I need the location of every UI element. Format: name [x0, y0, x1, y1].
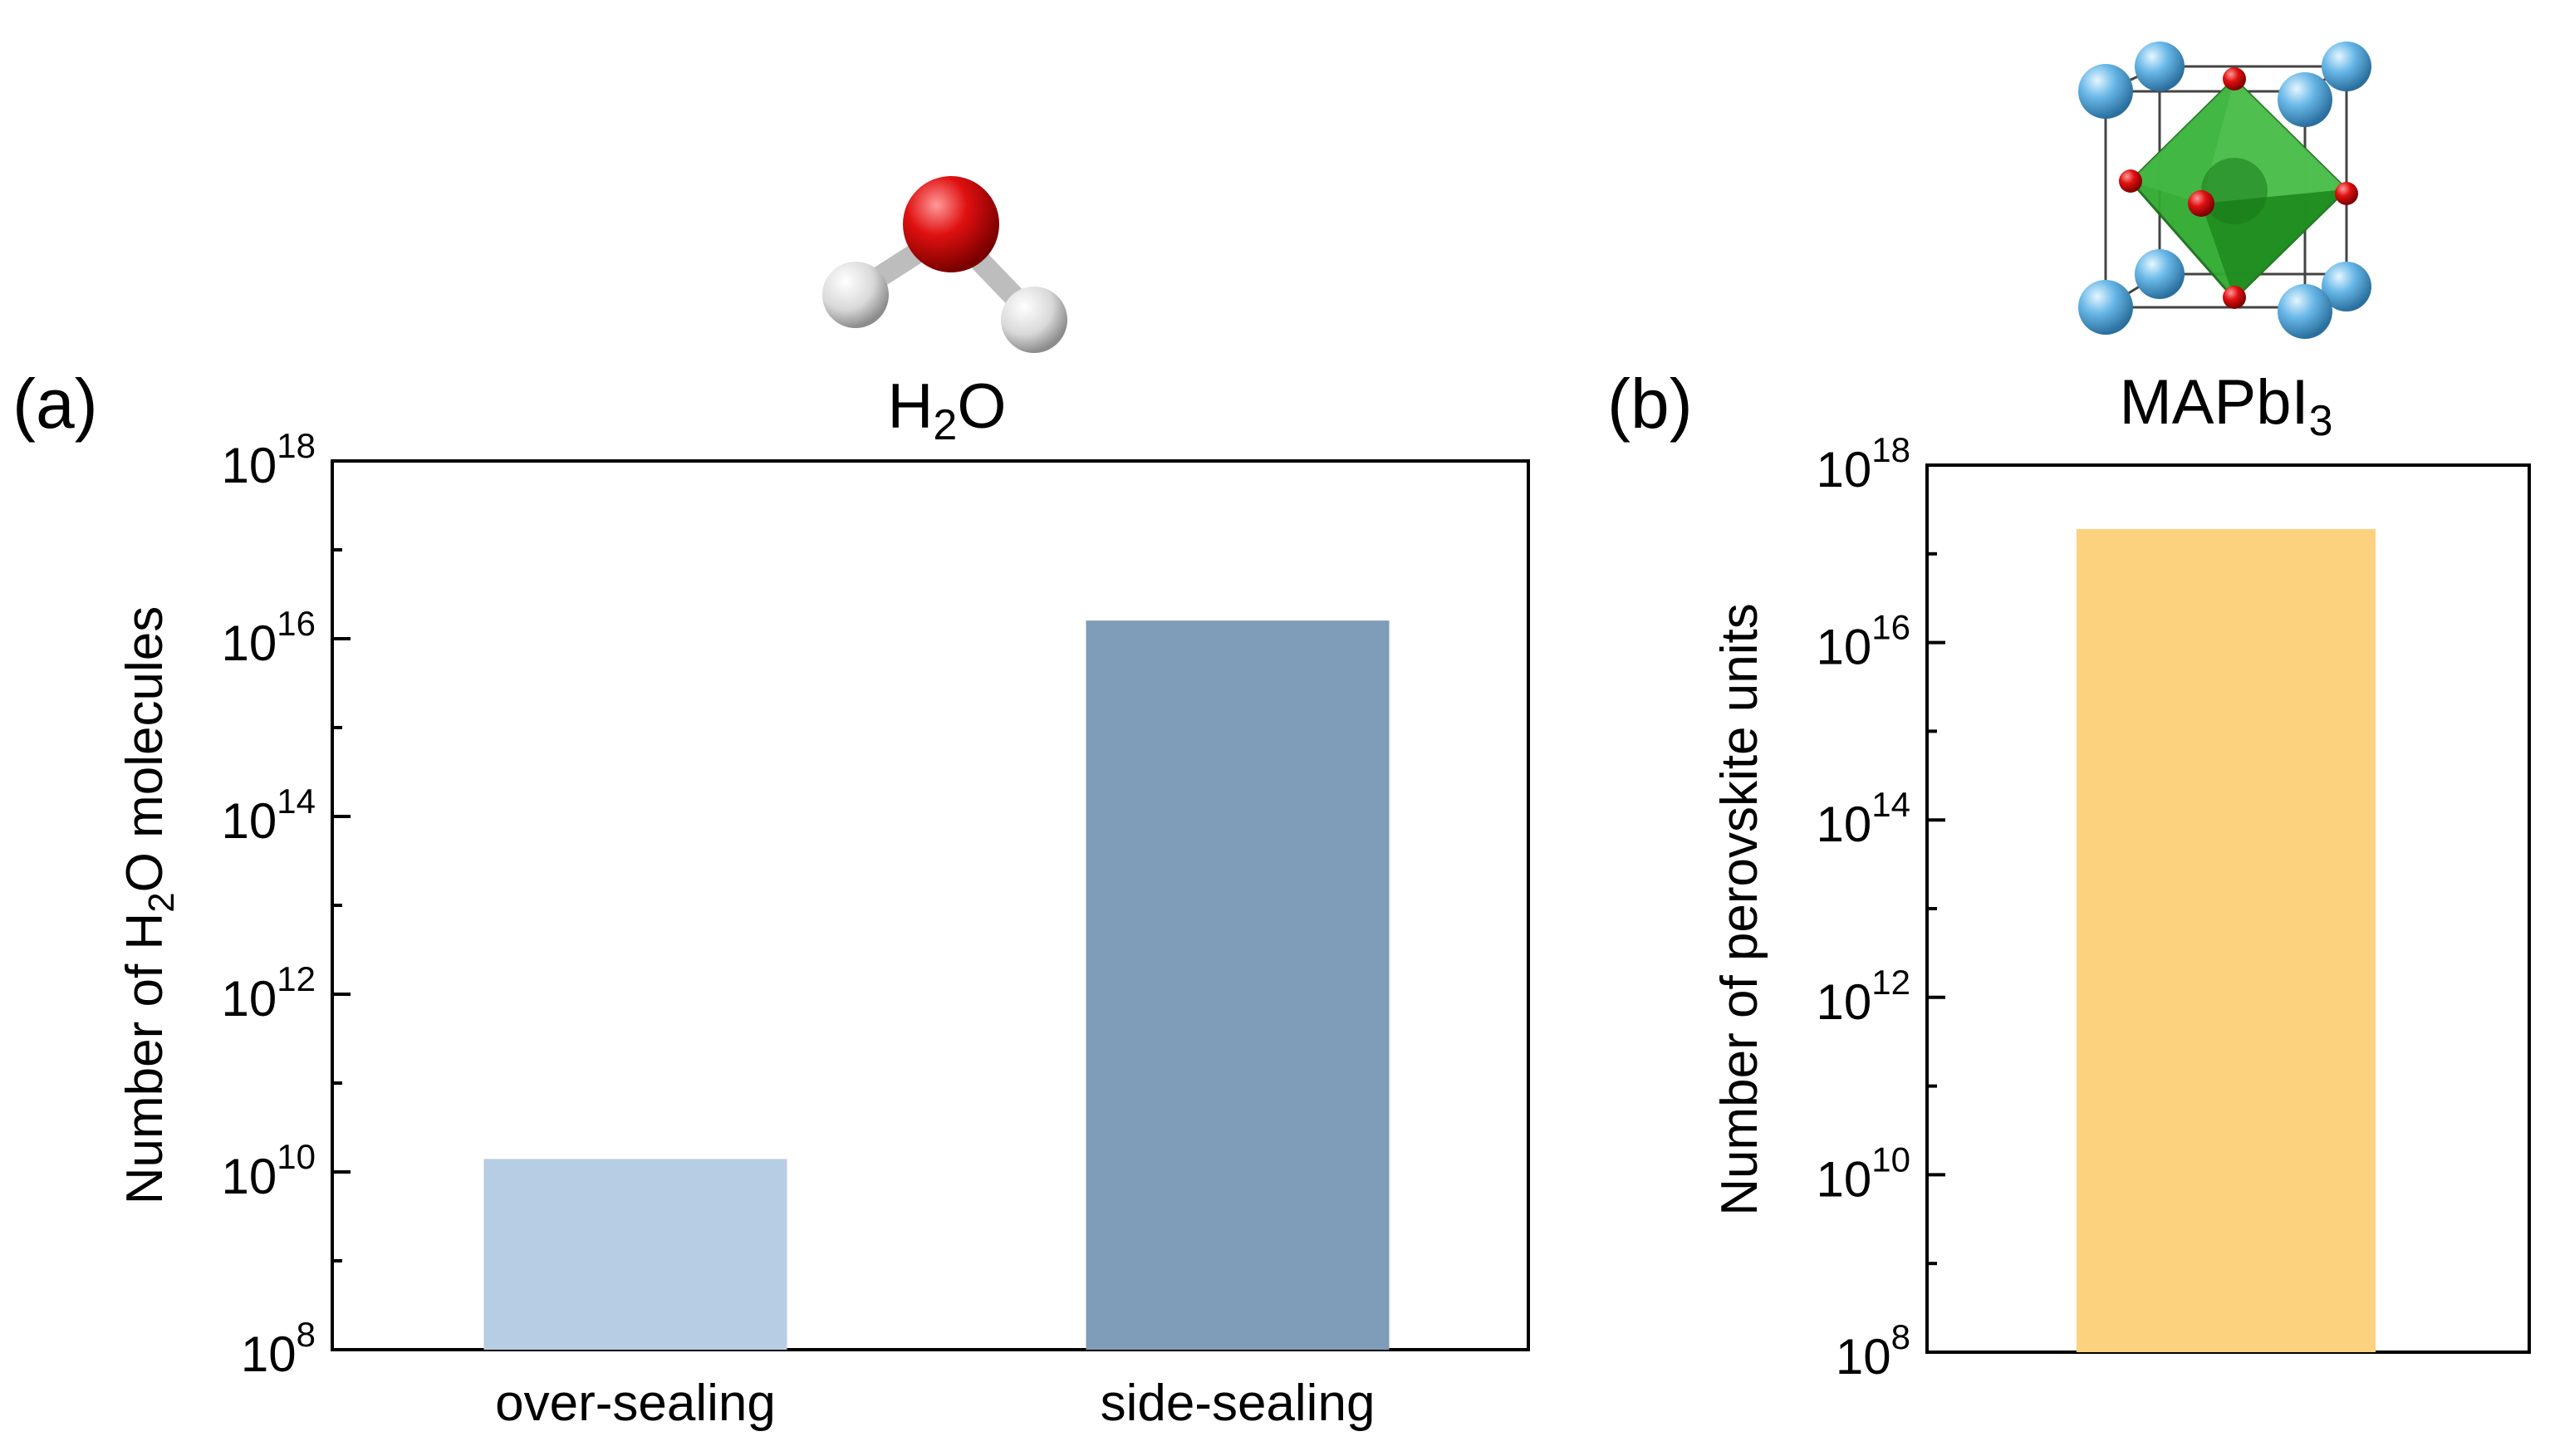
- y-tick-label: 1016: [1817, 608, 1910, 675]
- y-tick-label: 1014: [1817, 785, 1910, 852]
- y-tick-label: 1018: [222, 426, 316, 493]
- bar-b-0: [2077, 529, 2376, 1352]
- y-tick-label: 1010: [1817, 1140, 1910, 1207]
- y-tick-labels-b: 108 1010 1012 1014 1016 1018: [1817, 430, 1910, 1385]
- bars-b: [2077, 529, 2376, 1352]
- chart-title-a: H2O: [888, 371, 1007, 449]
- perovskite-crystal-icon: [2078, 42, 2371, 339]
- y-tick-label: 1016: [222, 604, 316, 671]
- bars-a: [483, 620, 1390, 1350]
- y-tick-label: 1014: [222, 782, 316, 849]
- panel-b: (b) MAPbI3 108 1010 1012 1014 1016 1018 Numbe…: [1607, 42, 2531, 1385]
- chart-title-b: MAPbI3: [2120, 367, 2333, 445]
- panel-label-b: (b): [1607, 365, 1693, 443]
- x-tick-label: side-sealing: [1101, 1375, 1376, 1432]
- x-tick-label: over-sealing: [495, 1375, 776, 1432]
- y-tick-label: 1012: [222, 959, 316, 1027]
- y-tick-label: 1018: [1817, 430, 1910, 498]
- x-tick-labels-a: over-sealing side-sealing: [495, 1375, 1375, 1432]
- y-ticks-a: [332, 459, 351, 1351]
- y-axis-label-b: Number of perovskite units: [1711, 603, 1768, 1215]
- y-tick-label: 1010: [222, 1137, 316, 1204]
- y-axis-label-a: Number of H2O molecules: [116, 606, 182, 1205]
- bar-a-0: [483, 1159, 787, 1350]
- bar-a-1: [1086, 620, 1390, 1350]
- y-ticks-b: [1927, 463, 1945, 1354]
- panel-a: (a) H2O 108 1010 1012 1014 1016 1018 over-sea…: [12, 176, 1530, 1432]
- y-tick-label: 108: [1836, 1317, 1910, 1385]
- y-tick-labels-a: 108 1010 1012 1014 1016 1018: [222, 426, 316, 1382]
- water-molecule-icon: [822, 176, 1067, 353]
- panel-label-a: (a): [12, 365, 98, 443]
- y-tick-label: 1012: [1817, 963, 1910, 1030]
- y-tick-label: 108: [241, 1315, 316, 1382]
